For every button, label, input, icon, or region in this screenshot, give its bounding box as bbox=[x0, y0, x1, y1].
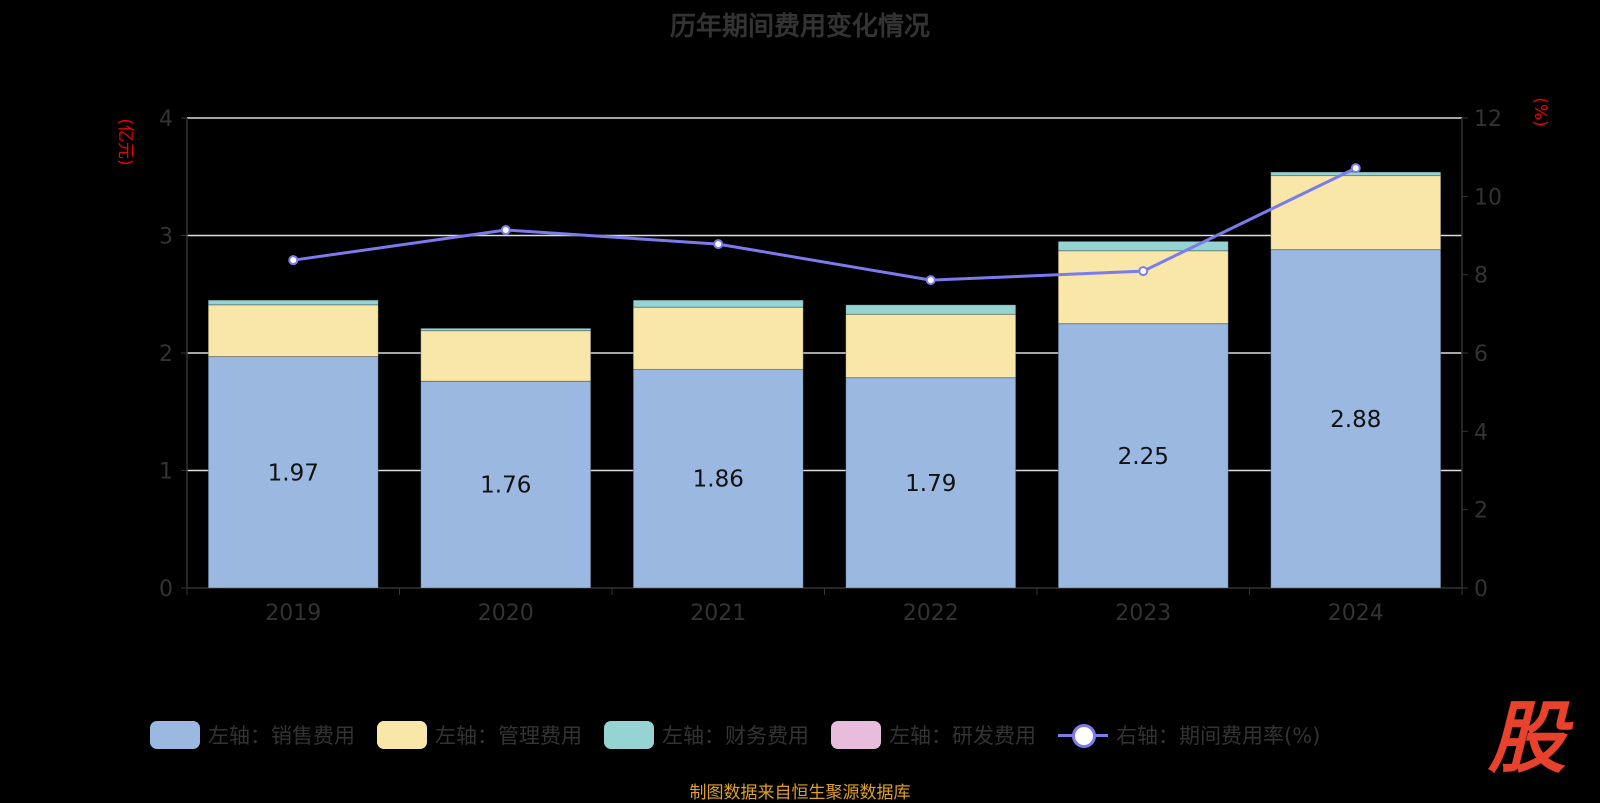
legend-swatch bbox=[150, 721, 200, 749]
x-tick-label: 2023 bbox=[1115, 601, 1171, 626]
y-tick-label-right: 6 bbox=[1474, 342, 1488, 367]
rate-point bbox=[1350, 163, 1361, 174]
y-tick-label-right: 8 bbox=[1474, 264, 1488, 289]
bar-data-label: 1.86 bbox=[693, 467, 744, 493]
bar-0 bbox=[207, 356, 379, 589]
y-tick-label-right: 12 bbox=[1474, 107, 1502, 132]
legend-swatch bbox=[377, 721, 427, 749]
bar-2 bbox=[632, 299, 804, 308]
y-tick-label-right: 0 bbox=[1474, 577, 1488, 602]
y-tick-label-right: 10 bbox=[1474, 185, 1502, 210]
bar-1 bbox=[420, 330, 592, 382]
bar-data-label: 1.97 bbox=[268, 460, 319, 486]
legend-item[interactable]: 左轴：研发费用 bbox=[831, 720, 1036, 750]
bar-data-label: 1.79 bbox=[905, 471, 956, 497]
y-tick-label-right: 2 bbox=[1474, 499, 1488, 524]
legend-label: 左轴：研发费用 bbox=[889, 724, 1036, 748]
legend-line-marker-icon bbox=[1058, 721, 1108, 749]
legend-swatch bbox=[604, 721, 654, 749]
bar-2 bbox=[207, 299, 379, 306]
y-tick-label-left: 1 bbox=[159, 460, 173, 485]
x-tick-label: 2024 bbox=[1328, 601, 1384, 626]
bar-2 bbox=[420, 327, 592, 332]
bar-2 bbox=[845, 304, 1017, 315]
y-tick-label-left: 2 bbox=[159, 342, 173, 367]
bar-1 bbox=[632, 306, 804, 370]
bar-1 bbox=[1270, 175, 1442, 251]
rate-point bbox=[925, 275, 936, 286]
bar-0 bbox=[845, 377, 1017, 589]
bar-1 bbox=[1057, 250, 1229, 325]
rate-point bbox=[500, 225, 511, 236]
legend-item[interactable]: 左轴：销售费用 bbox=[150, 720, 355, 750]
y-tick-label-left: 3 bbox=[159, 225, 173, 250]
y-axis-label-right: (%) bbox=[1530, 97, 1550, 126]
legend-item[interactable]: 左轴：财务费用 bbox=[604, 720, 809, 750]
x-tick-label: 2019 bbox=[265, 601, 321, 626]
bar-0 bbox=[420, 380, 592, 589]
x-tick-label: 2020 bbox=[478, 601, 534, 626]
bar-0 bbox=[1057, 323, 1229, 589]
bar-0 bbox=[1270, 249, 1442, 589]
y-tick-label-left: 4 bbox=[159, 107, 173, 132]
data-source: 制图数据来自恒生聚源数据库 bbox=[689, 783, 911, 803]
bar-1 bbox=[207, 304, 379, 358]
y-tick-label-left: 0 bbox=[159, 577, 173, 602]
bar-data-label: 2.88 bbox=[1330, 407, 1381, 433]
bar-data-label: 2.25 bbox=[1118, 444, 1169, 470]
rate-line bbox=[293, 166, 1357, 282]
legend-item[interactable]: 左轴：管理费用 bbox=[377, 720, 582, 750]
logo: 股 bbox=[1488, 694, 1567, 784]
y-axis-label-left: (亿元) bbox=[115, 118, 135, 165]
legend-label: 右轴：期间费用率(%) bbox=[1116, 724, 1321, 748]
rate-point bbox=[713, 239, 724, 250]
rate-point bbox=[1138, 266, 1149, 277]
bar-0 bbox=[632, 368, 804, 589]
legend-label: 左轴：管理费用 bbox=[435, 724, 582, 748]
bar-2 bbox=[1057, 240, 1229, 252]
chart-title: 历年期间费用变化情况 bbox=[669, 12, 930, 42]
x-tick-label: 2021 bbox=[690, 601, 746, 626]
bar-data-label: 1.76 bbox=[480, 473, 531, 499]
legend-label: 左轴：销售费用 bbox=[208, 724, 355, 748]
y-tick-label-right: 4 bbox=[1474, 420, 1488, 445]
legend: 左轴：销售费用 左轴：管理费用 左轴：财务费用 左轴：研发费用 右轴：期间费用率(%) bbox=[150, 720, 1342, 750]
bar-1 bbox=[845, 313, 1017, 379]
legend-item[interactable]: 右轴：期间费用率(%) bbox=[1058, 720, 1320, 750]
rate-point bbox=[288, 255, 299, 266]
legend-swatch bbox=[831, 721, 881, 749]
x-tick-label: 2022 bbox=[903, 601, 959, 626]
legend-label: 左轴：财务费用 bbox=[662, 724, 809, 748]
